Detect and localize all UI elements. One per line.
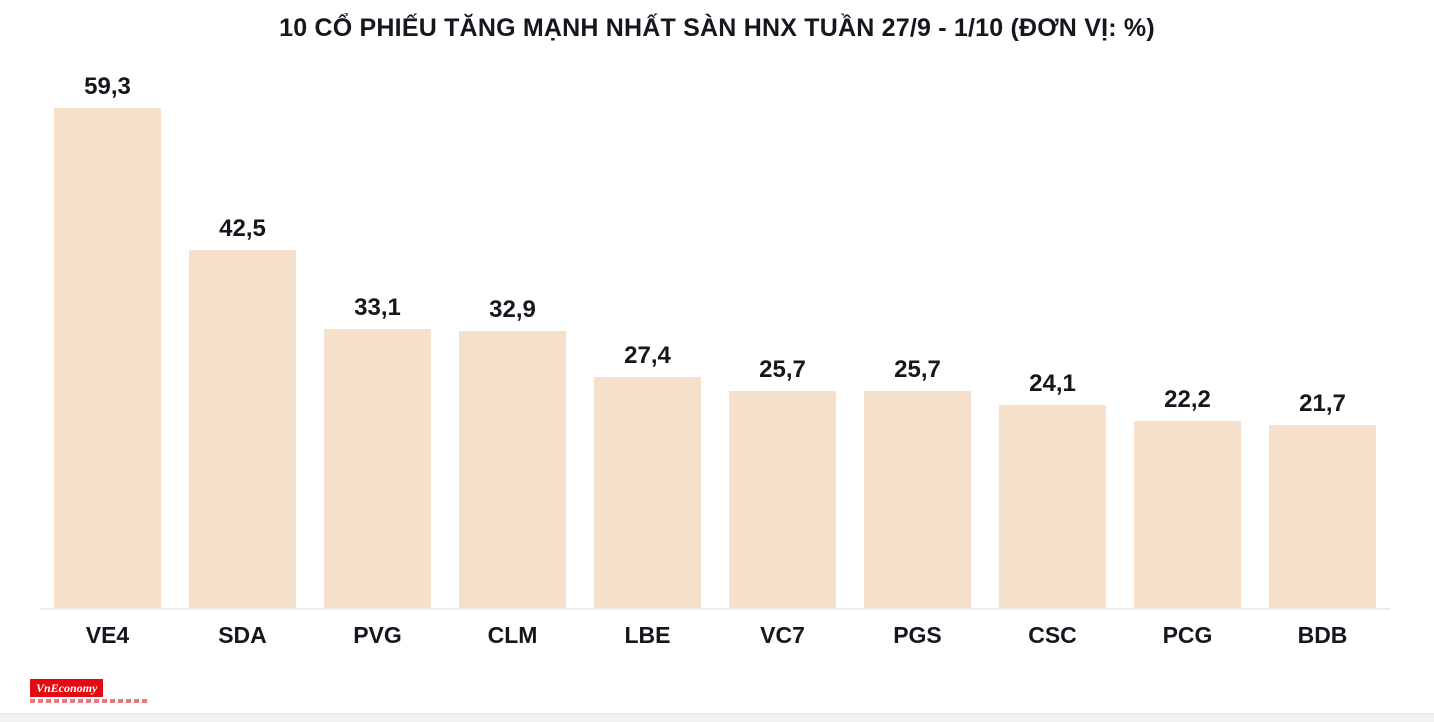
bar-category-label: SDA	[218, 622, 267, 648]
vneconomy-logo-text: VnEconomy	[30, 679, 104, 697]
bar-category-label: PVG	[353, 622, 402, 648]
bar-group: 59,3	[40, 73, 175, 608]
bar-value-label: 32,9	[489, 296, 536, 323]
bar-group: 33,1	[310, 294, 445, 608]
bar-value-label: 42,5	[219, 215, 266, 242]
bar-chart: 59,3 42,5 33,1 32,9 27,4 25,7 25,7 24,1 22,2 21,7…	[40, 58, 1390, 649]
bar-group: 22,2	[1120, 386, 1255, 608]
bar-category-label: VE4	[85, 622, 130, 648]
bar	[864, 391, 971, 608]
bar-value-label: 21,7	[1299, 390, 1346, 417]
bar	[999, 405, 1106, 608]
bar	[54, 108, 161, 608]
chart-title: 10 CỔ PHIẾU TĂNG MẠNH NHẤT SÀN HNX TUẦN …	[279, 14, 1155, 42]
bar-value-label: 24,1	[1029, 370, 1076, 397]
category-labels-row: VE4 SDA PVG CLM LBE VC7 PGS CSC PCG BDB	[40, 622, 1390, 649]
bar	[594, 377, 701, 608]
footer-strip	[0, 713, 1434, 722]
bar	[324, 329, 431, 608]
bar	[1269, 425, 1376, 608]
bar-group: 42,5	[175, 215, 310, 608]
bar-category-label: VC7	[760, 622, 805, 648]
bar	[459, 331, 566, 608]
bar	[1134, 421, 1241, 608]
bar-value-label: 59,3	[84, 73, 131, 100]
bar-value-label: 22,2	[1164, 386, 1211, 413]
bar-category-label: LBE	[624, 622, 671, 648]
bar	[729, 391, 836, 608]
bar-group: 27,4	[580, 342, 715, 608]
bar-group: 21,7	[1255, 390, 1390, 608]
bar-value-label: 27,4	[624, 342, 671, 369]
bar-category-label: PCG	[1162, 622, 1213, 648]
bar-value-label: 25,7	[759, 356, 806, 383]
bar-category-label: CLM	[487, 622, 538, 648]
bar-group: 25,7	[715, 356, 850, 608]
bars-row: 59,3 42,5 33,1 32,9 27,4 25,7 25,7 24,1 22,2 21,7	[40, 58, 1390, 610]
bar-group: 32,9	[445, 296, 580, 608]
bar-category-label: BDB	[1297, 622, 1348, 648]
bar-value-label: 33,1	[354, 294, 401, 321]
bar-category-label: CSC	[1028, 622, 1077, 648]
bar-category-label: PGS	[893, 622, 942, 648]
vneconomy-logo: VnEconomy	[30, 679, 150, 703]
vneconomy-logo-tagline	[30, 699, 150, 703]
bar-group: 24,1	[985, 370, 1120, 608]
bar-value-label: 25,7	[894, 356, 941, 383]
bar	[189, 250, 296, 608]
bar-group: 25,7	[850, 356, 985, 608]
